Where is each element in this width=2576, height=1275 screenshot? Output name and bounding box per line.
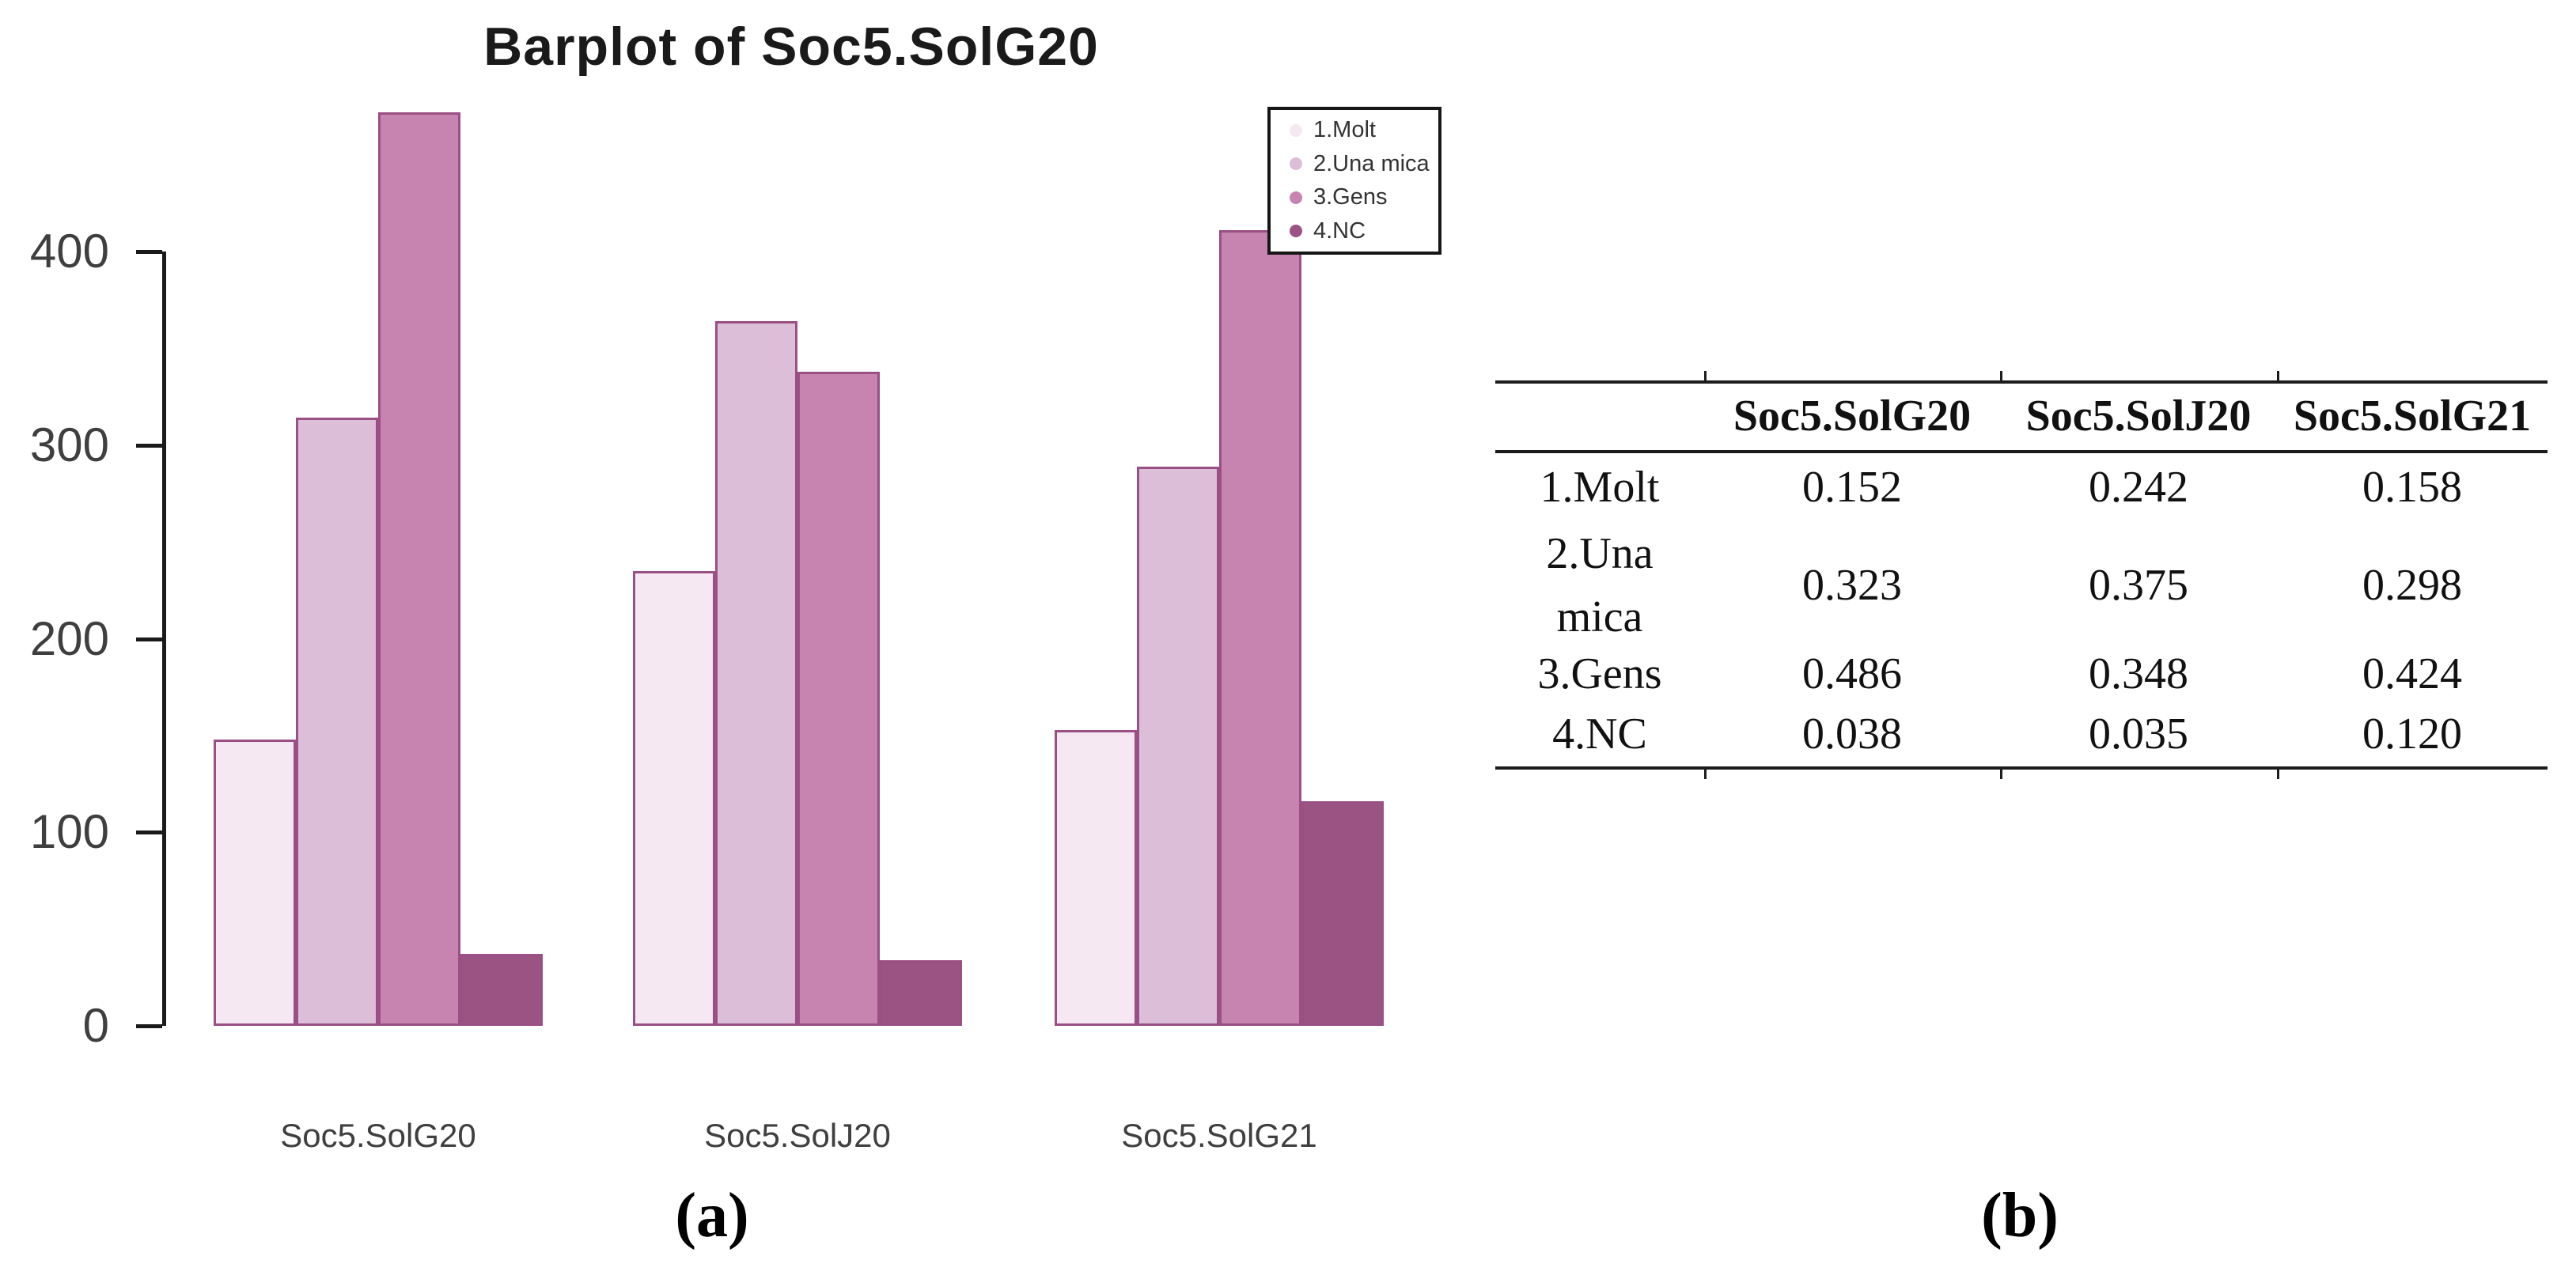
table-cell: 0.375 [2089, 560, 2188, 610]
legend-item: 2.Una mica [1290, 150, 1438, 177]
legend-marker-icon [1290, 225, 1302, 238]
y-axis-tick-label: 200 [29, 611, 109, 665]
table-cell: 0.323 [1802, 560, 1902, 610]
table-cell: 0.120 [2362, 709, 2462, 759]
y-axis-tick-label: 300 [29, 418, 109, 471]
bar-3.Gens-Soc5.SolJ20 [797, 372, 880, 1026]
table-cell: 0.152 [1802, 463, 1902, 513]
table-row: 2.Una mica 0.323 0.375 0.298 [1495, 523, 2548, 643]
legend-item: 4.NC [1290, 218, 1438, 244]
y-axis-line [162, 252, 166, 1026]
bar-4.NC-Soc5.SolJ20 [880, 960, 962, 1026]
table-column-tick [2000, 371, 2002, 380]
table-cell: 0.348 [2089, 649, 2188, 698]
bar-4.NC-Soc5.SolG21 [1301, 801, 1384, 1026]
bar-1.Molt-Soc5.SolG21 [1055, 730, 1137, 1026]
legend-item: 3.Gens [1290, 184, 1438, 211]
table-cell: 0.038 [1802, 709, 1902, 759]
bar-2.Una mica-Soc5.SolG20 [296, 418, 378, 1026]
legend-item-label: 1.Molt [1313, 117, 1376, 143]
x-axis-category-label: Soc5.SolG21 [1121, 1117, 1317, 1154]
y-axis-tick [136, 1024, 162, 1028]
row-label: 4.NC [1552, 709, 1647, 759]
y-axis-tick [136, 443, 162, 448]
bar-3.Gens-Soc5.SolG21 [1219, 230, 1301, 1026]
y-axis-tick-label: 0 [82, 999, 109, 1052]
caption-b: (b) [1981, 1181, 2059, 1250]
table-column-tick [2000, 770, 2002, 779]
chart-title: Barplot of Soc5.SolG20 [483, 17, 1099, 77]
legend-item: 1.Molt [1290, 117, 1438, 144]
bar-2.Una mica-Soc5.SolJ20 [715, 321, 797, 1026]
chart-legend: 1.Molt 2.Una mica 3.Gens 4.NC [1267, 107, 1441, 255]
table-column-tick [2277, 371, 2279, 380]
table-header-row: Soc5.SolG20 Soc5.SolJ20 Soc5.SolG21 [1495, 384, 2548, 453]
table-column-tick [1704, 770, 1707, 779]
table-row: 4.NC 0.038 0.035 0.120 [1495, 703, 2548, 766]
legend-marker-icon [1290, 191, 1302, 204]
x-axis-category-label: Soc5.SolJ20 [704, 1117, 891, 1154]
table-cell: 0.424 [2362, 649, 2462, 698]
row-label: 3.Gens [1537, 649, 1662, 698]
table-cell: 0.158 [2362, 463, 2462, 513]
plot-area: 0 100 200 300 400 Soc5.SolG20 Soc5.SolJ20 Soc5.… [29, 112, 1384, 1154]
table-row: 3.Gens 0.486 0.348 0.424 [1495, 643, 2548, 703]
bar-1.Molt-Soc5.SolJ20 [633, 571, 715, 1026]
legend-marker-icon [1290, 157, 1302, 171]
legend-item-label: 3.Gens [1313, 184, 1388, 210]
y-axis-tick [136, 637, 162, 641]
bar-3.Gens-Soc5.SolG20 [378, 112, 460, 1026]
legend-marker-icon [1290, 123, 1302, 137]
x-axis-category-label: Soc5.SolG20 [280, 1117, 476, 1154]
table-cell: 0.298 [2362, 560, 2462, 610]
y-axis-tick [136, 830, 162, 835]
bar-2.Una mica-Soc5.SolG21 [1137, 467, 1219, 1026]
y-axis-tick-label: 100 [29, 805, 109, 859]
table-header-solj20: Soc5.SolJ20 [2025, 392, 2252, 441]
bar-1.Molt-Soc5.SolG20 [214, 740, 296, 1026]
row-label: 2.Una mica [1546, 529, 1654, 641]
caption-a: (a) [675, 1181, 749, 1250]
row-label: 1.Molt [1540, 463, 1660, 513]
legend-item-label: 2.Una mica [1313, 150, 1430, 176]
bar-4.NC-Soc5.SolG20 [460, 954, 543, 1026]
barplot-panel: Barplot of Soc5.SolG20 0 100 200 300 400 Soc5… [29, 17, 1441, 1154]
table-cell: 0.035 [2089, 709, 2188, 759]
table-cell: 0.486 [1802, 649, 1902, 698]
table-header-solg21: Soc5.SolG21 [2293, 392, 2532, 441]
table-column-tick [1704, 371, 1707, 380]
legend-item-label: 4.NC [1313, 218, 1366, 244]
table-header-solg20: Soc5.SolG20 [1733, 392, 1972, 441]
table-cell: 0.242 [2089, 463, 2188, 513]
table-column-tick [2277, 770, 2279, 779]
y-axis-tick [136, 250, 162, 254]
y-axis-tick-label: 400 [29, 225, 109, 278]
table-row: 1.Molt 0.152 0.242 0.158 [1495, 453, 2548, 523]
results-table: Soc5.SolG20 Soc5.SolJ20 Soc5.SolG21 1.Mo… [1495, 380, 2548, 770]
